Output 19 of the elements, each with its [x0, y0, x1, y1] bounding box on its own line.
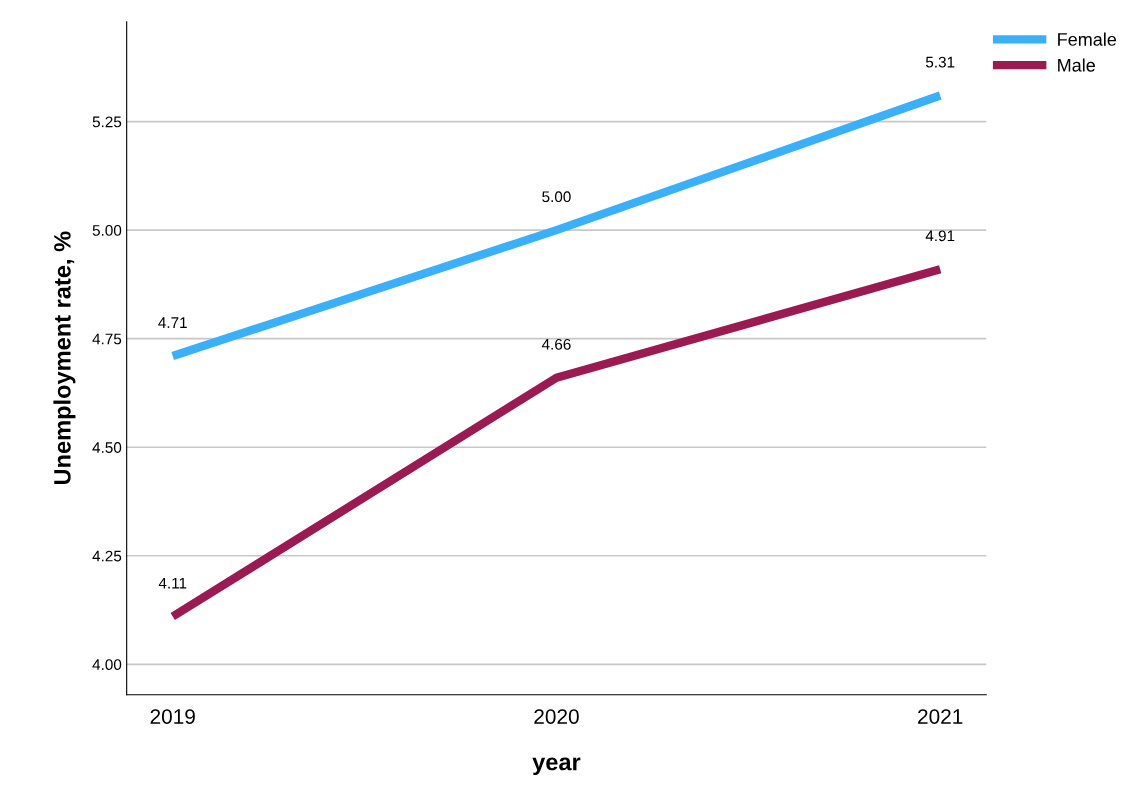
- y-tick-label: 4.50: [92, 442, 122, 453]
- x-axis-title: year: [532, 757, 581, 776]
- legend-label: Male: [1058, 58, 1095, 72]
- y-tick-label: 5.25: [92, 116, 122, 128]
- data-label: 5.00: [542, 191, 571, 203]
- data-label: 4.71: [158, 317, 187, 328]
- y-tick-label: 5.00: [92, 225, 122, 236]
- data-label: 4.91: [925, 230, 955, 242]
- data-label: 4.66: [541, 338, 571, 350]
- x-tick-label: 2019: [150, 709, 195, 724]
- y-tick-label: 4.00: [92, 659, 122, 671]
- y-axis-title: Unemployment rate, %: [53, 231, 76, 485]
- y-tick-label: 4.25: [92, 550, 122, 562]
- data-label: 4.11: [158, 577, 187, 589]
- x-tick-label: 2021: [918, 709, 963, 724]
- x-tick-label: 2020: [534, 709, 579, 724]
- data-label: 5.31: [925, 56, 955, 68]
- y-tick-label: 4.75: [92, 333, 122, 345]
- legend-label: Female: [1058, 32, 1117, 46]
